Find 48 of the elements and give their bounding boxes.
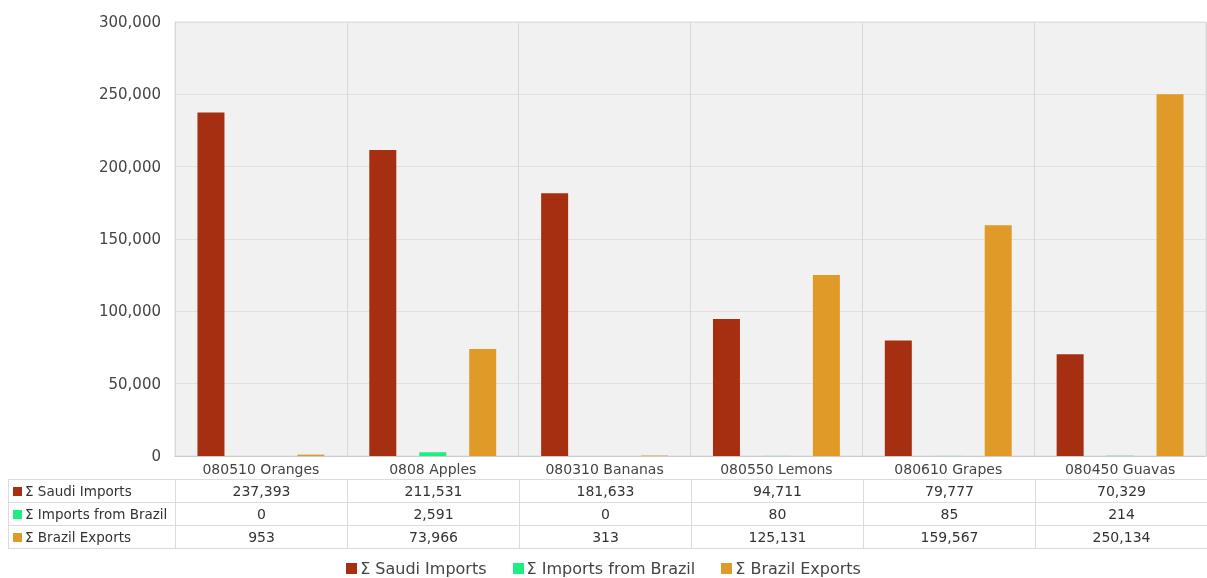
legend-label: Σ Imports from Brazil xyxy=(525,559,696,578)
data-label: 313 xyxy=(519,525,692,549)
x-tick-label: 080310 Bananas xyxy=(545,461,664,477)
x-tick-label: 080550 Lemons xyxy=(720,461,833,477)
data-label: 181,633 xyxy=(519,479,692,503)
data-label: 237,393 xyxy=(175,479,348,503)
x-tick-label: 0808 Apples xyxy=(389,461,477,477)
data-label: 2,591 xyxy=(347,502,520,526)
text: Σ Saudi Imports xyxy=(360,559,487,578)
data-label: 159,567 xyxy=(863,525,1036,549)
bar xyxy=(369,149,397,456)
bar xyxy=(1156,94,1184,456)
bar xyxy=(712,318,740,456)
text: Σ Imports from Brazil xyxy=(25,506,168,522)
bar xyxy=(197,112,225,456)
data-label: 125,131 xyxy=(691,525,864,549)
data-label: 250,134 xyxy=(1035,525,1207,549)
bar xyxy=(541,193,569,456)
y-tick-label: 50,000 xyxy=(108,374,161,393)
data-label: 73,966 xyxy=(347,525,520,549)
data-label: 80 xyxy=(691,502,864,526)
x-tick-label: 080510 Oranges xyxy=(202,461,320,477)
data-label: 0 xyxy=(175,502,348,526)
y-tick-label: 250,000 xyxy=(98,85,161,104)
bar xyxy=(812,274,840,456)
x-tick-label: 080450 Guavas xyxy=(1064,461,1176,477)
legend-label: Σ Brazil Exports xyxy=(734,559,861,578)
legend-label: Σ Saudi Imports xyxy=(8,479,176,503)
data-label: 211,531 xyxy=(347,479,520,503)
y-tick-label: 200,000 xyxy=(98,157,161,176)
y-tick-label: 300,000 xyxy=(98,13,161,31)
y-tick-label: 0 xyxy=(151,447,161,465)
data-label: 79,777 xyxy=(863,479,1036,503)
bar xyxy=(469,349,497,456)
x-tick-label: 080610 Grapes xyxy=(894,461,1003,477)
data-label: 70,329 xyxy=(1035,479,1207,503)
y-tick-label: 150,000 xyxy=(98,230,161,248)
bar xyxy=(984,225,1012,456)
y-tick-label: 100,000 xyxy=(98,302,161,321)
bar xyxy=(419,452,447,456)
data-label: 214 xyxy=(1035,502,1207,526)
data-label: 85 xyxy=(863,502,1036,526)
bar xyxy=(884,340,912,456)
data-label: 0 xyxy=(519,502,692,526)
bar xyxy=(1056,354,1084,456)
data-label: 953 xyxy=(175,525,348,549)
text: Σ Brazil Exports xyxy=(25,529,132,545)
data-label: 94,711 xyxy=(691,479,864,503)
